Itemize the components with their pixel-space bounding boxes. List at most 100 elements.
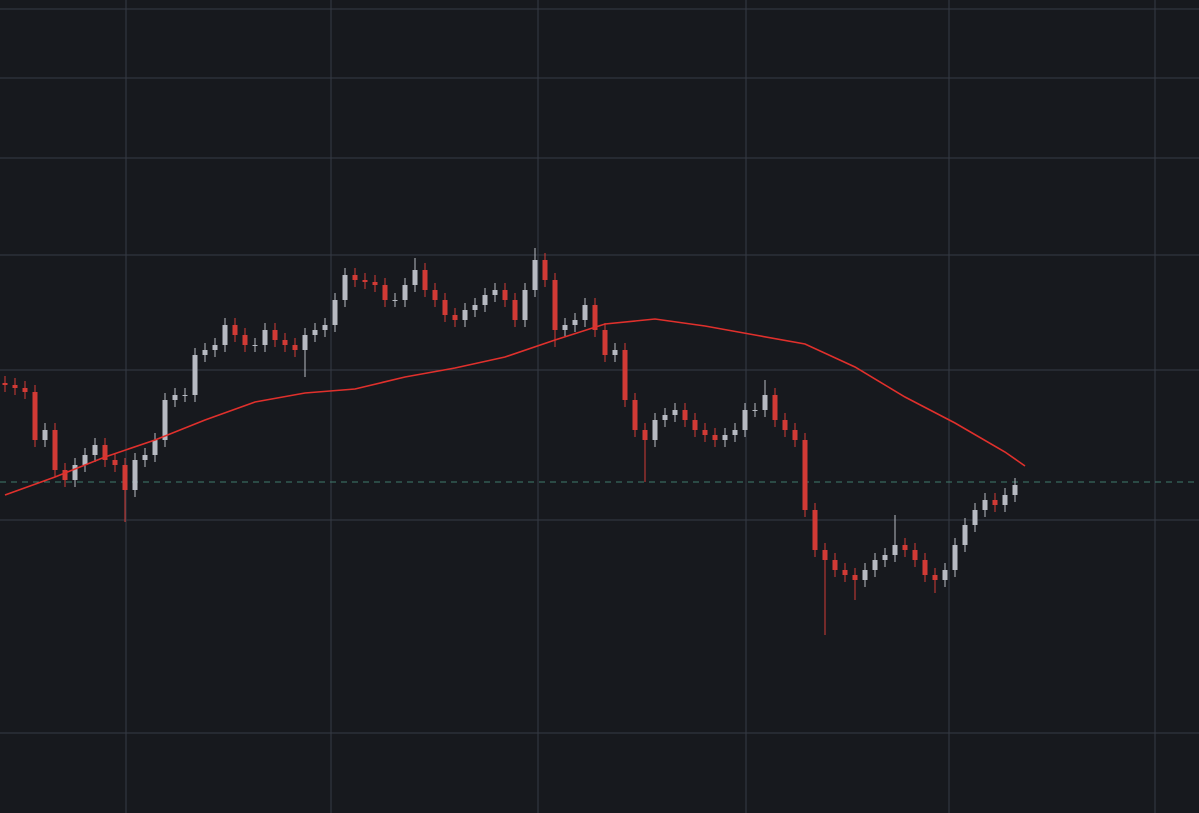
candle-body	[602, 330, 608, 355]
candle-body	[442, 300, 448, 315]
candle-body	[2, 383, 8, 385]
candle-body	[902, 545, 908, 550]
candle-body	[642, 430, 648, 440]
candle-body	[972, 510, 978, 525]
candle-body	[982, 500, 988, 510]
candle-body	[472, 305, 478, 310]
candle-body	[242, 335, 248, 345]
candle-body	[682, 410, 688, 420]
candle-body	[862, 570, 868, 580]
candle-body	[772, 395, 778, 420]
candle-body	[692, 420, 698, 430]
candle-body	[262, 330, 268, 345]
candle-body	[382, 285, 388, 300]
candle-body	[872, 560, 878, 570]
candle-body	[142, 455, 148, 460]
candle-body	[612, 350, 618, 355]
candle-body	[222, 325, 228, 345]
candle-body	[732, 430, 738, 435]
candle-body	[22, 388, 28, 392]
candle-body	[252, 345, 258, 346]
candle-body	[172, 395, 178, 400]
candle-body	[1012, 485, 1018, 495]
candle-body	[532, 260, 538, 290]
candle-body	[72, 465, 78, 480]
candle-body	[82, 455, 88, 465]
candle-body	[102, 445, 108, 460]
candle-body	[842, 570, 848, 575]
candle-body	[922, 560, 928, 575]
candle-body	[482, 295, 488, 305]
candle-body	[122, 465, 128, 490]
candle-body	[502, 290, 508, 300]
candle-body	[232, 325, 238, 335]
candle-body	[762, 395, 768, 410]
candle-body	[392, 300, 398, 301]
candle-body	[812, 510, 818, 550]
candle-body	[92, 445, 98, 455]
candle-body	[702, 430, 708, 435]
moving-average-line	[4, 318, 1026, 496]
candle-body	[1002, 495, 1008, 505]
candle-body	[112, 460, 118, 465]
candle-body	[422, 270, 428, 290]
candle-body	[412, 270, 418, 285]
candle-body	[322, 325, 328, 330]
candle-body	[712, 435, 718, 440]
candle-body	[592, 305, 598, 330]
candle-body	[202, 350, 208, 355]
candle-body	[362, 280, 368, 282]
candle-body	[42, 430, 48, 440]
candle-body	[332, 300, 338, 325]
candle-body	[892, 545, 898, 555]
candle-body	[372, 282, 378, 285]
candle-body	[962, 525, 968, 545]
candle-body	[522, 290, 528, 320]
candle-body	[312, 330, 318, 335]
candle-body	[662, 415, 668, 420]
candle-body	[12, 385, 18, 388]
candle-body	[302, 335, 308, 350]
candle-body	[162, 400, 168, 440]
candle-body	[932, 575, 938, 580]
candle-body	[802, 440, 808, 510]
candle-body	[632, 400, 638, 430]
candle-body	[32, 392, 38, 440]
candle-body	[652, 420, 658, 440]
candle-body	[742, 410, 748, 430]
candle-body	[62, 470, 68, 480]
candle-body	[572, 320, 578, 325]
candle-body	[152, 440, 158, 455]
candle-body	[752, 410, 758, 411]
candle-body	[292, 345, 298, 350]
candle-body	[782, 420, 788, 430]
candle-body	[852, 575, 858, 580]
candle-body	[912, 550, 918, 560]
candle-body	[52, 430, 58, 470]
candle-body	[132, 460, 138, 490]
candle-body	[492, 290, 498, 295]
candle-body	[582, 305, 588, 320]
candle-body	[342, 275, 348, 300]
candle-body	[562, 325, 568, 330]
candle-body	[212, 345, 218, 350]
candle-body	[992, 500, 998, 505]
candle-body	[432, 290, 438, 300]
candle-body	[722, 435, 728, 440]
candle-body	[282, 340, 288, 345]
candle-body	[942, 570, 948, 580]
candle-body	[622, 350, 628, 400]
candle-body	[822, 550, 828, 560]
candle-body	[792, 430, 798, 440]
candle-body	[182, 395, 188, 396]
candle-body	[542, 260, 548, 280]
candle-body	[882, 555, 888, 560]
candle-body	[552, 280, 558, 330]
candle-body	[462, 310, 468, 320]
candle-body	[672, 410, 678, 415]
candle-body	[832, 560, 838, 570]
candle-body	[352, 275, 358, 280]
